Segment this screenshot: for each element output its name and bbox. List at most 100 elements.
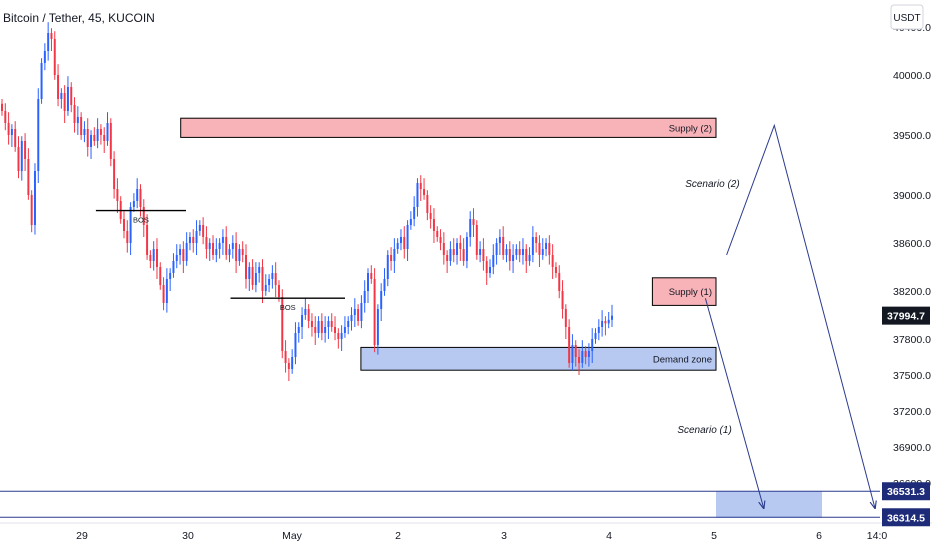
candle-body <box>162 285 165 303</box>
candle-body <box>63 93 66 111</box>
candle-body <box>185 243 188 261</box>
candle-body <box>452 249 455 255</box>
candle-body <box>442 243 445 255</box>
candle-body <box>591 339 594 351</box>
candle-body <box>607 319 610 324</box>
candle-body <box>574 345 577 357</box>
time-tick-label: 6 <box>816 530 822 542</box>
candle-body <box>350 315 353 321</box>
candle-body <box>469 219 472 237</box>
candle-body <box>521 249 524 255</box>
target-price-tag-1 <box>882 508 930 527</box>
candle-body <box>53 39 56 75</box>
candle-body <box>126 231 129 243</box>
time-tick-label: 29 <box>76 530 88 542</box>
candle-body <box>212 243 215 255</box>
price-tick-label: 40000.0 <box>893 70 931 82</box>
candle-body <box>205 237 208 249</box>
time-axis[interactable]: 29 30 May 2 3 4 5 6 14:0 <box>76 530 887 542</box>
candle-body <box>508 249 511 261</box>
candle-body <box>531 237 534 255</box>
time-tick-label: May <box>282 530 303 542</box>
candle-body <box>525 249 528 261</box>
candle-body <box>535 237 538 243</box>
candle-body <box>225 237 228 255</box>
candle-body <box>139 189 142 207</box>
candle-body <box>334 327 337 333</box>
candle-body <box>512 255 515 261</box>
candle-body <box>419 183 422 189</box>
candle-body <box>551 255 554 267</box>
annotation-lines-layer: BOS BOS <box>0 209 880 518</box>
candle-body <box>304 309 307 315</box>
candle-body <box>218 243 221 249</box>
candle-body <box>132 201 135 207</box>
candle-body <box>475 225 478 255</box>
candle-body <box>343 327 346 333</box>
target-price-label-1: 36314.5 <box>887 512 925 524</box>
candle-body <box>554 267 557 273</box>
candle-body <box>360 303 363 321</box>
candle-body <box>301 315 304 327</box>
candle-body <box>340 333 343 339</box>
candle-body <box>541 249 544 255</box>
scenario-label-0: Scenario (2) <box>685 179 739 190</box>
candle-body <box>228 249 231 255</box>
candle-body <box>86 129 89 147</box>
zones-layer: Supply (2) Supply (1) Demand zone <box>180 117 822 518</box>
candle-body <box>363 291 366 303</box>
time-tick-label: 30 <box>182 530 194 542</box>
candle-body <box>380 291 383 309</box>
candle-body <box>271 273 274 279</box>
candle-body <box>274 273 277 285</box>
candle-body <box>241 249 244 255</box>
candle-body <box>370 273 373 279</box>
candle-body <box>449 249 452 261</box>
candle-body <box>116 189 119 201</box>
candle-body <box>459 243 462 249</box>
candle-body <box>20 141 23 171</box>
time-tick-label: 4 <box>606 530 612 542</box>
candle-body <box>123 219 125 231</box>
time-tick-label: 5 <box>711 530 717 542</box>
candle-body <box>14 129 17 147</box>
candle-body <box>258 267 261 273</box>
candle-body <box>597 327 600 333</box>
candle-body <box>390 255 393 261</box>
candle-body <box>195 231 198 243</box>
candle-body <box>159 267 162 285</box>
candle-body <box>399 237 402 243</box>
candle-body <box>568 327 571 363</box>
candle-body <box>245 255 247 279</box>
candle-body <box>310 321 313 327</box>
scenario-arrow-1 <box>704 298 763 508</box>
candle-body <box>376 309 379 345</box>
candle-body <box>485 261 488 273</box>
candle-body <box>202 225 205 237</box>
candle-body <box>136 189 139 201</box>
candle-body <box>113 159 116 189</box>
candle-body <box>7 123 10 135</box>
candle-body <box>393 249 396 261</box>
candles-layer <box>1 22 613 381</box>
price-tick-label: 37500.0 <box>893 370 931 382</box>
candle-body <box>17 147 20 171</box>
candle-body <box>396 243 399 249</box>
candle-body <box>30 195 33 225</box>
candle-body <box>261 267 264 291</box>
candle-body <box>446 255 449 261</box>
currency-badge[interactable]: USDT <box>890 4 924 30</box>
candle-body <box>231 243 234 249</box>
candle-body <box>581 351 584 363</box>
candle-body <box>47 33 50 51</box>
candle-body <box>254 273 257 285</box>
candle-body <box>324 327 327 333</box>
candle-body <box>235 243 238 261</box>
candle-body <box>90 135 93 147</box>
current-price-tag <box>882 306 930 325</box>
target-price-tag-0 <box>882 482 930 501</box>
candle-body <box>320 321 323 333</box>
candle-body <box>548 243 551 255</box>
candle-body <box>43 51 46 63</box>
